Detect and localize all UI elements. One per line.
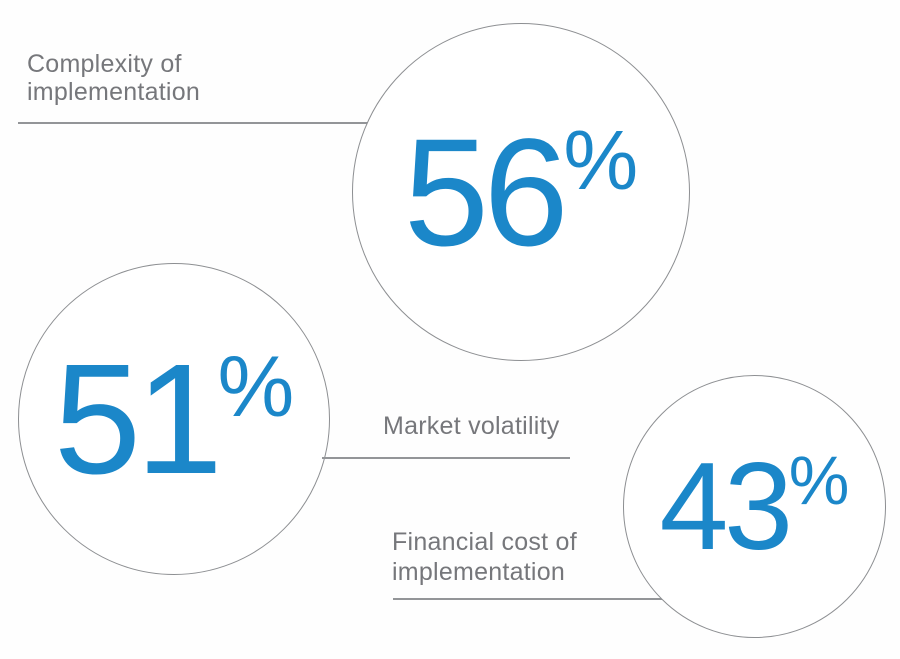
label-line: Complexity of <box>27 50 182 78</box>
leader-line-financial-cost <box>393 598 663 600</box>
percent-number: 43 <box>659 437 794 576</box>
label-financial-cost-of-implementation: Financial cost of implementation <box>392 527 577 587</box>
leader-line-complexity <box>18 122 368 124</box>
label-line: Market volatility <box>383 412 560 440</box>
bubble-complexity: 56 % <box>352 23 690 361</box>
percent-number: 56 <box>403 106 569 278</box>
bubble-value-56: 56 % <box>404 116 638 269</box>
bubble-market-volatility: 51 % <box>18 263 330 575</box>
bubble-value-51: 51 % <box>54 341 294 498</box>
label-market-volatility: Market volatility <box>383 412 560 440</box>
percent-sign: % <box>217 338 295 435</box>
bubble-value-43: 43 % <box>660 445 850 569</box>
bubble-financial-cost: 43 % <box>623 375 886 638</box>
percent-sign: % <box>788 442 850 519</box>
label-complexity-of-implementation: Complexity of implementation <box>27 50 200 106</box>
percent-sign: % <box>563 113 639 208</box>
percent-number: 51 <box>53 331 223 507</box>
label-line: Financial cost of <box>392 528 577 556</box>
leader-line-market-volatility <box>322 457 570 459</box>
label-line: implementation <box>27 78 201 106</box>
label-line: implementation <box>392 558 566 586</box>
